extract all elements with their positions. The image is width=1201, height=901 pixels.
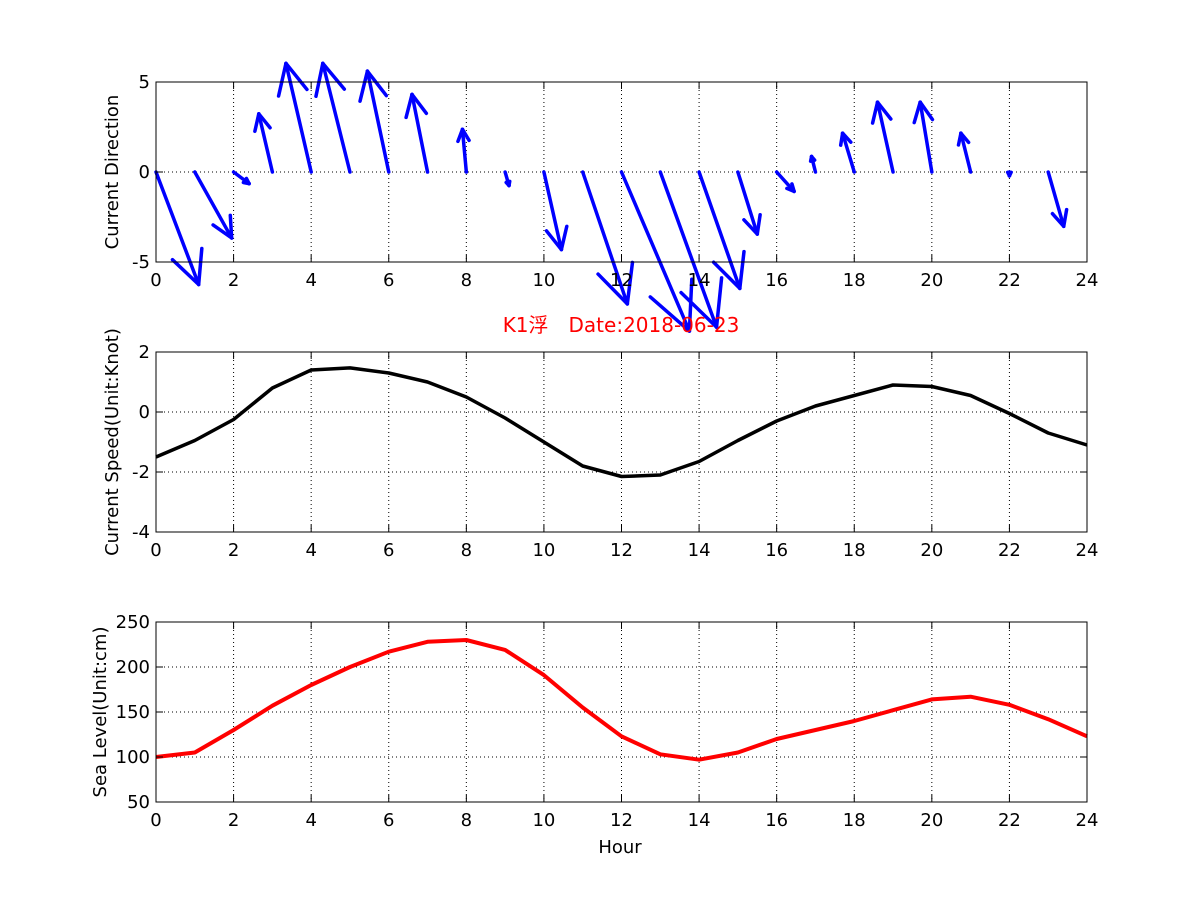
direction-arrow — [456, 127, 471, 174]
y-tick-label: 0 — [139, 162, 150, 183]
y-tick-label: 100 — [116, 747, 150, 768]
direction-arrow — [193, 170, 234, 240]
x-tick-label: 4 — [305, 270, 316, 291]
x-tick-label: 10 — [532, 810, 555, 831]
direction-arrow — [956, 131, 973, 174]
x-tick-label: 14 — [688, 270, 711, 291]
direction-arrow — [358, 69, 391, 174]
x-tick-label: 0 — [150, 810, 161, 831]
direction-arrow — [580, 170, 635, 306]
x-tick-label: 6 — [383, 810, 394, 831]
x-axis-label-hour: Hour — [598, 837, 642, 858]
x-tick-label: 2 — [228, 270, 239, 291]
x-tick-label: 16 — [765, 810, 788, 831]
x-tick-label: 12 — [610, 810, 633, 831]
axes-area — [156, 352, 1087, 532]
direction-arrow — [619, 170, 694, 333]
direction-arrow — [404, 92, 430, 174]
y-tick-label: -2 — [132, 462, 150, 483]
x-tick-label: 8 — [461, 810, 472, 831]
direction-arrow — [231, 170, 251, 186]
x-tick-label: 4 — [305, 540, 316, 561]
y-tick-label: 50 — [127, 792, 150, 813]
x-tick-label: 4 — [305, 810, 316, 831]
x-tick-label: 16 — [765, 270, 788, 291]
direction-arrow — [542, 170, 569, 252]
y-tick-label: 150 — [116, 702, 150, 723]
x-tick-label: 10 — [532, 270, 555, 291]
y-axis-label-speed: Current Speed(Unit:Knot) — [102, 328, 123, 556]
x-tick-label: 18 — [843, 540, 866, 561]
axes-area — [156, 622, 1087, 802]
speed-series-line — [155, 366, 1088, 479]
y-axis-label-direction: Current Direction — [102, 95, 123, 250]
x-tick-label: 20 — [920, 810, 943, 831]
direction-arrow — [838, 131, 856, 174]
direction-arrow — [1005, 170, 1013, 178]
y-tick-label: 250 — [116, 612, 150, 633]
x-tick-label: 8 — [461, 270, 472, 291]
sea-level-series-line — [155, 638, 1088, 762]
y-tick-label: 5 — [139, 72, 150, 93]
x-tick-label: 12 — [610, 270, 633, 291]
x-tick-label: 6 — [383, 270, 394, 291]
y-tick-label: 200 — [116, 657, 150, 678]
y-axis-label-sea-level: Sea Level(Unit:cm) — [90, 627, 111, 798]
x-tick-label: 16 — [765, 540, 788, 561]
direction-arrow — [314, 61, 352, 174]
y-tick-label: -4 — [132, 522, 150, 543]
x-tick-label: 22 — [998, 810, 1021, 831]
x-tick-label: 6 — [383, 540, 394, 561]
x-tick-label: 10 — [532, 540, 555, 561]
x-tick-label: 24 — [1076, 270, 1099, 291]
direction-arrow — [912, 100, 935, 174]
x-tick-label: 22 — [998, 270, 1021, 291]
direction-arrow — [736, 170, 762, 236]
direction-arrow — [870, 100, 895, 174]
x-tick-label: 2 — [228, 540, 239, 561]
x-tick-label: 2 — [228, 810, 239, 831]
x-tick-label: 20 — [920, 540, 943, 561]
y-tick-label: 2 — [139, 342, 150, 363]
x-tick-label: 8 — [461, 540, 472, 561]
y-tick-label: -5 — [132, 252, 150, 273]
x-tick-label: 0 — [150, 540, 161, 561]
direction-arrow — [154, 170, 204, 287]
x-tick-label: 24 — [1076, 540, 1099, 561]
x-tick-label: 12 — [610, 540, 633, 561]
x-tick-label: 0 — [150, 270, 161, 291]
x-tick-label: 18 — [843, 270, 866, 291]
x-tick-label: 20 — [920, 270, 943, 291]
direction-arrow — [253, 112, 275, 174]
direction-arrow — [697, 170, 746, 291]
x-tick-label: 24 — [1076, 810, 1099, 831]
direction-arrow — [808, 154, 818, 174]
chart-title: K1浮 Date:2018-06-23 — [503, 313, 740, 337]
x-tick-label: 18 — [843, 810, 866, 831]
y-tick-label: 0 — [139, 402, 150, 423]
x-tick-label: 14 — [688, 540, 711, 561]
direction-arrow — [658, 170, 724, 329]
direction-arrow — [276, 61, 313, 174]
direction-arrow — [503, 170, 512, 188]
x-tick-label: 14 — [688, 810, 711, 831]
x-tick-label: 22 — [998, 540, 1021, 561]
direction-arrow — [1046, 170, 1069, 229]
direction-arrow — [774, 170, 796, 194]
